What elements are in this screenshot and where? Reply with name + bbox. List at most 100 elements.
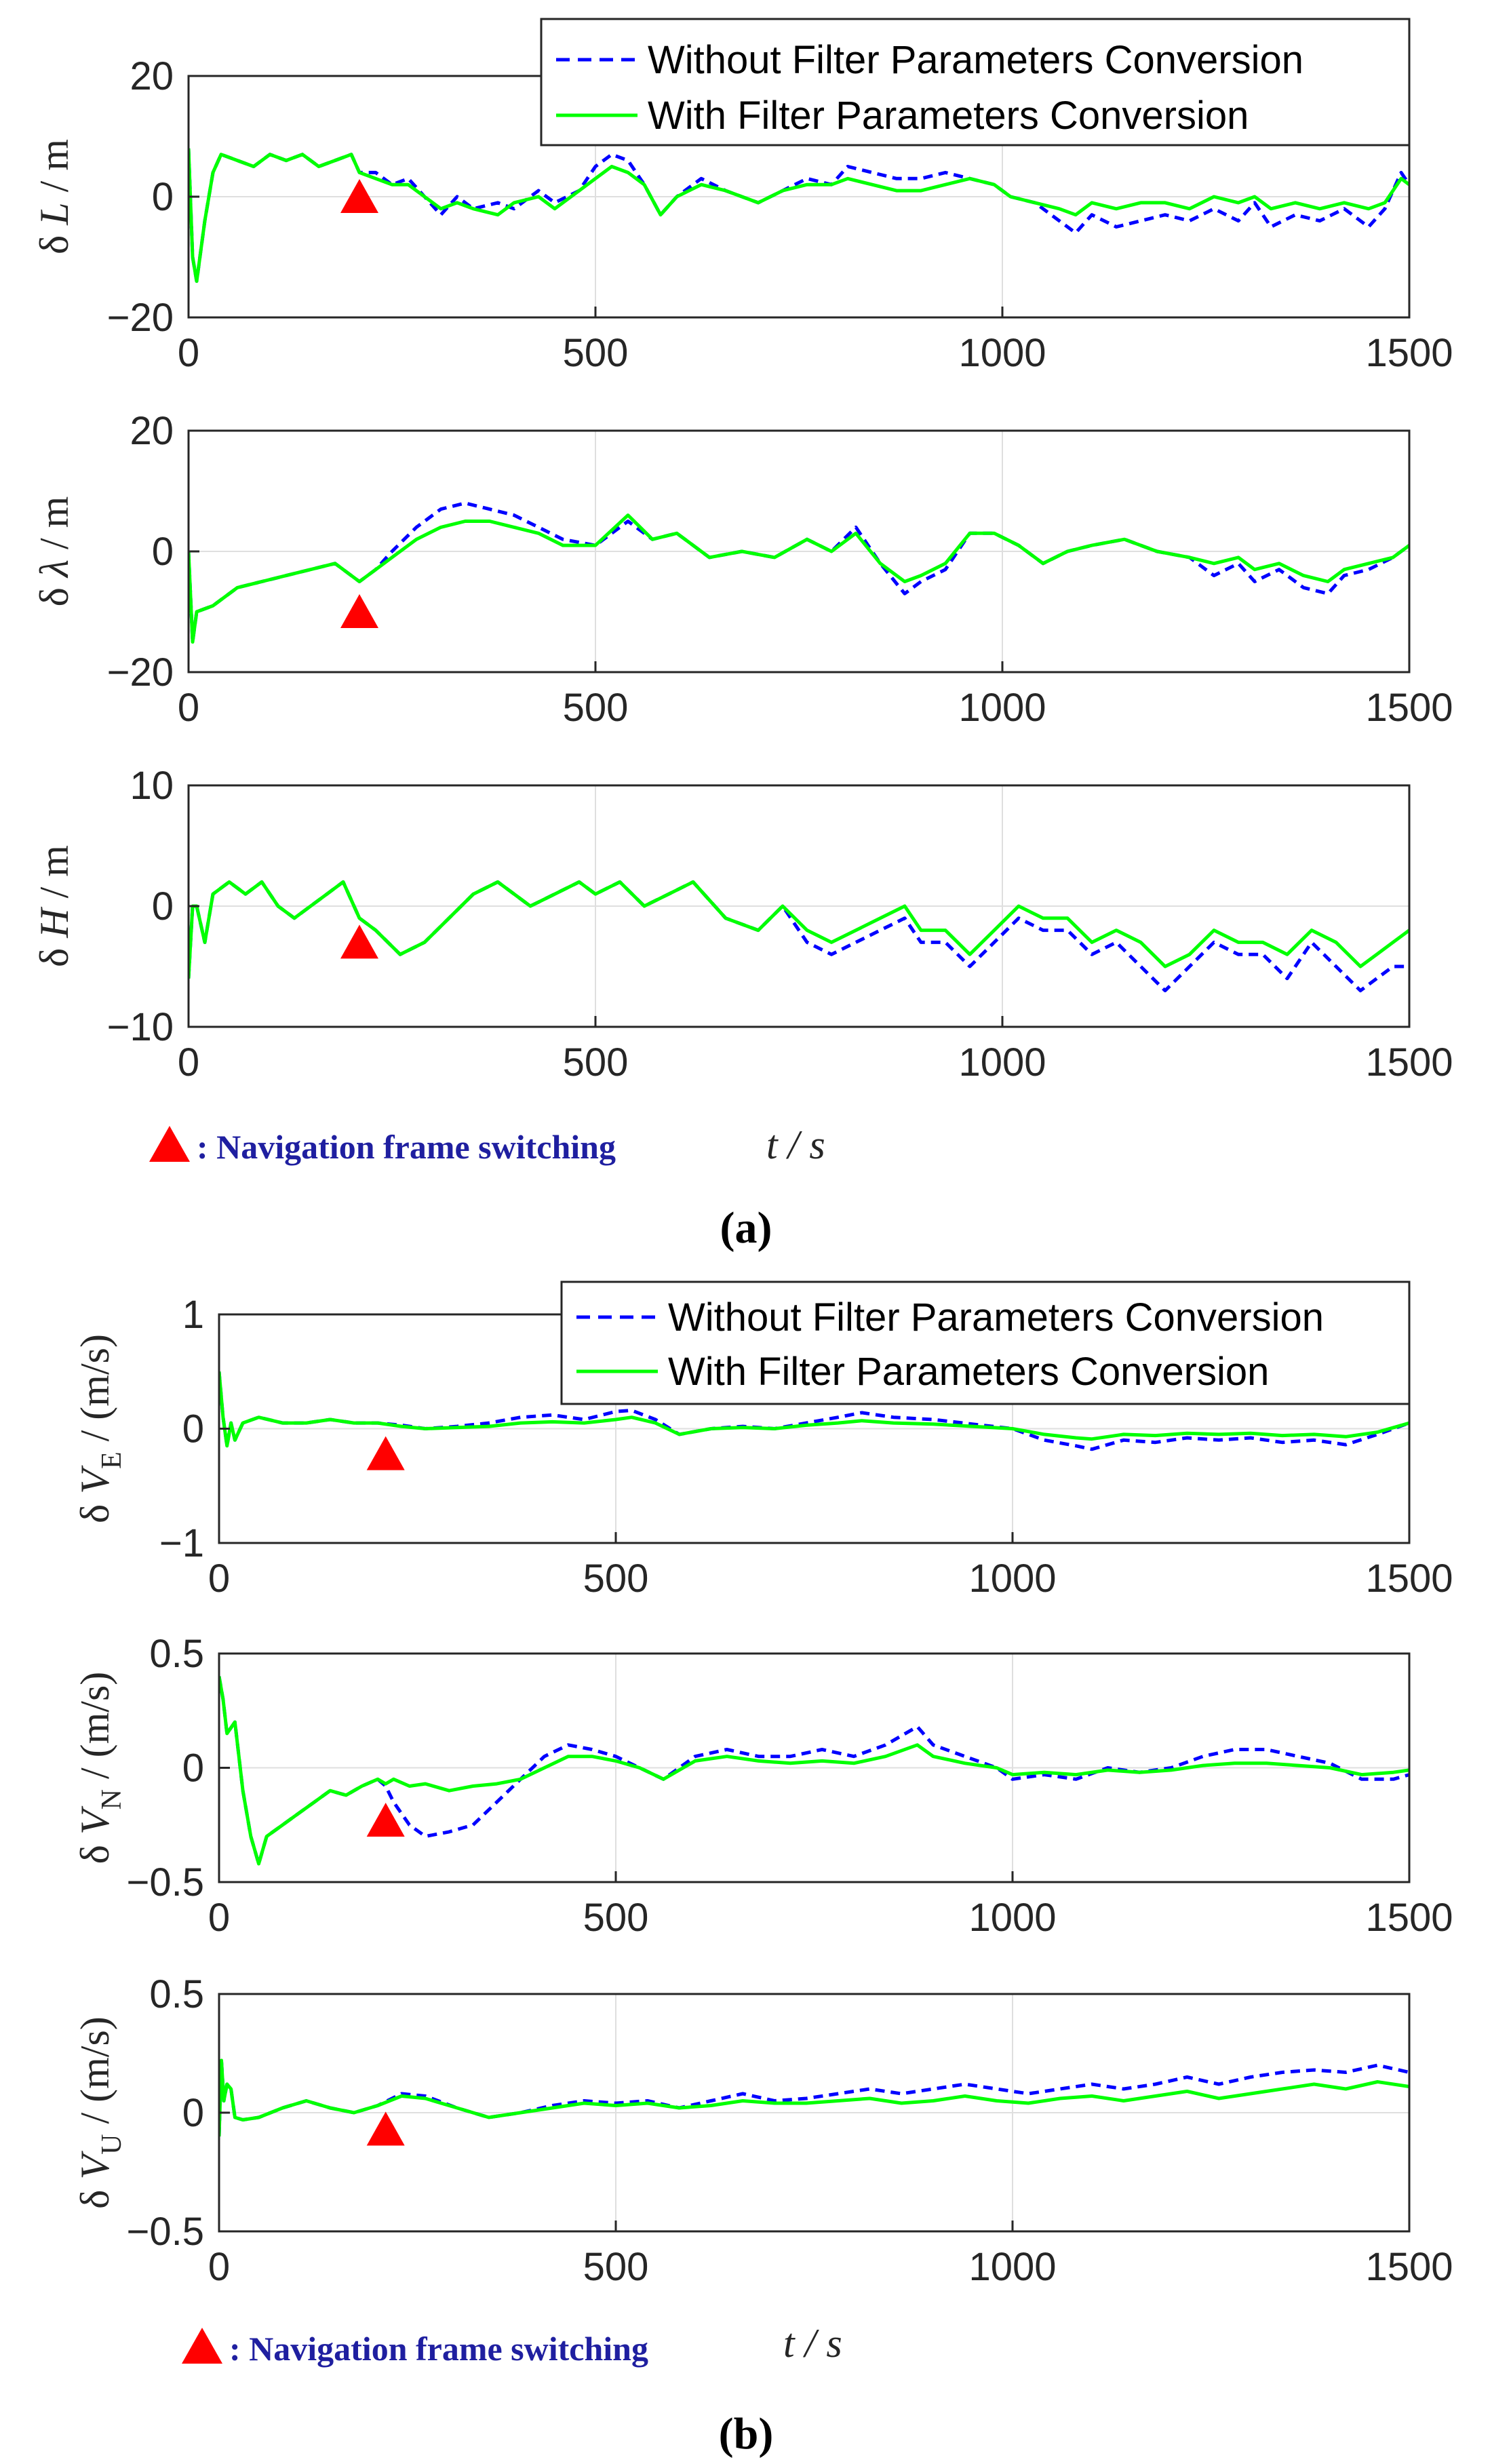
x-tick-label: 1500 (1365, 2245, 1453, 2289)
y-axis-label-dVU: δ VU / (m/s) (73, 2016, 127, 2209)
y-axis-label-variable: H (32, 906, 77, 939)
frame-switch-marker-dLambda (340, 594, 378, 628)
legend-a-with-label: With Filter Parameters Conversion (648, 94, 1249, 138)
y-axis-label-unit: / m (32, 845, 77, 908)
y-tick-label: 0 (182, 1407, 204, 1451)
x-tick-label: 1000 (958, 686, 1046, 730)
y-axis-label-dH: δ H / m (32, 845, 77, 967)
series-with-line-dVU (219, 2058, 1409, 2137)
y-tick-label: 0 (152, 884, 174, 928)
note-b-triangle-icon (182, 2328, 222, 2364)
y-tick-label: −1 (159, 1521, 204, 1565)
legend-a: Without Filter Parameters Conversion Wit… (540, 18, 1411, 146)
y-tick-label: 1 (182, 1293, 204, 1337)
x-tick-label: 1000 (958, 331, 1046, 375)
y-tick-label: −0.5 (127, 1860, 205, 1904)
series-with-line-dL (189, 148, 1409, 283)
x-tick-label: 500 (563, 686, 629, 730)
frame-switch-marker-dH (340, 924, 378, 959)
frame-switch-marker-dVE (366, 1436, 405, 1470)
y-axis-label-prefix: δ (73, 1494, 117, 1523)
xlabel-a: t / s (766, 1122, 825, 1167)
panel-a-label: (a) (720, 1203, 772, 1253)
y-axis-label-dLambda: δ λ / m (32, 496, 77, 607)
x-tick-label: 1500 (1365, 1557, 1453, 1601)
legend-a-without-label: Without Filter Parameters Conversion (648, 38, 1303, 82)
y-axis-label-prefix: δ (32, 577, 77, 606)
note-a-text: : Navigation frame switching (197, 1128, 616, 1166)
x-tick-label: 1500 (1365, 1896, 1453, 1940)
x-tick-label: 1000 (958, 1040, 1046, 1084)
frame-switch-marker-dVU (366, 2111, 405, 2146)
series-with-line-dVE (219, 1371, 1409, 1448)
legend-a-box (540, 18, 1411, 146)
y-tick-label: 0 (152, 530, 174, 574)
y-tick-label: 10 (130, 764, 174, 808)
y-axis-label-unit: / (m/s) (73, 1334, 117, 1451)
series-with-line-dLambda (189, 513, 1409, 644)
y-axis-label-variable: λ (32, 560, 77, 579)
series-with-line-dH (189, 880, 1409, 979)
x-tick-label: 0 (208, 1896, 230, 1940)
axes-dVN: 0 500 1000 1500−0.500.5δ VN / (m/s) (73, 1632, 1453, 1940)
panel-b-label: (b) (719, 2409, 774, 2459)
x-tick-label: 1000 (968, 1557, 1056, 1601)
y-axis-label-unit: / (m/s) (73, 1672, 117, 1789)
x-tick-label: 1500 (1365, 1040, 1453, 1084)
y-axis-label-prefix: δ (73, 1835, 117, 1864)
frame-switch-marker-dL (340, 179, 378, 213)
x-tick-label: 500 (583, 2245, 649, 2289)
y-axis-label-unit: / m (32, 139, 77, 202)
frame-switch-marker-dVN (366, 1803, 405, 1837)
y-axis-label-subscript: U (96, 2134, 127, 2155)
x-tick-label: 1500 (1365, 686, 1453, 730)
legend-b-box (560, 1280, 1411, 1405)
y-tick-label: 0 (182, 2091, 204, 2135)
y-tick-label: 0.5 (149, 1632, 204, 1676)
x-tick-label: 1000 (968, 2245, 1056, 2289)
y-axis-label-unit: / m (32, 496, 77, 560)
note-a-triangle-icon (149, 1126, 190, 1162)
x-tick-label: 0 (178, 331, 199, 375)
y-axis-label-variable: V (73, 1805, 117, 1835)
y-tick-label: −10 (107, 1005, 174, 1049)
y-tick-label: 0 (182, 1746, 204, 1791)
y-axis-label-variable: V (73, 1465, 117, 1494)
y-tick-label: 20 (130, 409, 174, 453)
note-b-text: : Navigation frame switching (229, 2330, 648, 2368)
x-tick-label: 1500 (1365, 331, 1453, 375)
y-tick-label: −20 (107, 296, 174, 340)
x-tick-label: 0 (178, 1040, 199, 1084)
y-axis-label-prefix: δ (73, 2180, 117, 2209)
y-axis-label-prefix: δ (32, 938, 77, 967)
y-axis-label-unit: / (m/s) (73, 2016, 117, 2134)
x-tick-label: 500 (563, 1040, 629, 1084)
y-axis-label-dVE: δ VE / (m/s) (73, 1334, 127, 1523)
x-tick-label: 500 (583, 1557, 649, 1601)
y-tick-label: −0.5 (127, 2210, 205, 2254)
y-tick-label: 0 (152, 175, 174, 219)
x-tick-label: 500 (563, 331, 629, 375)
note-a: : Navigation frame switching t / s (149, 1122, 825, 1167)
legend-b-with-label: With Filter Parameters Conversion (668, 1350, 1269, 1394)
y-axis-label-prefix: δ (32, 225, 77, 254)
y-axis-label-subscript: N (96, 1789, 127, 1810)
axes-dVU: 0 500 1000 1500−0.500.5δ VU / (m/s) (73, 1972, 1453, 2289)
xlabel-b: t / s (783, 2321, 842, 2366)
note-b: : Navigation frame switching t / s (182, 2321, 842, 2368)
series-without-line-dVN (219, 1676, 1409, 1866)
legend-b-without-label: Without Filter Parameters Conversion (668, 1295, 1324, 1339)
x-tick-label: 500 (583, 1896, 649, 1940)
y-axis-label-variable: L (32, 202, 77, 225)
series-with-line-dVN (219, 1676, 1409, 1866)
x-tick-label: 0 (178, 686, 199, 730)
y-axis-label-subscript: E (96, 1451, 127, 1469)
x-tick-label: 0 (208, 2245, 230, 2289)
legend-b: Without Filter Parameters Conversion Wit… (560, 1280, 1411, 1405)
y-tick-label: 0.5 (149, 1972, 204, 2016)
series-without-line-dL (189, 148, 1409, 283)
